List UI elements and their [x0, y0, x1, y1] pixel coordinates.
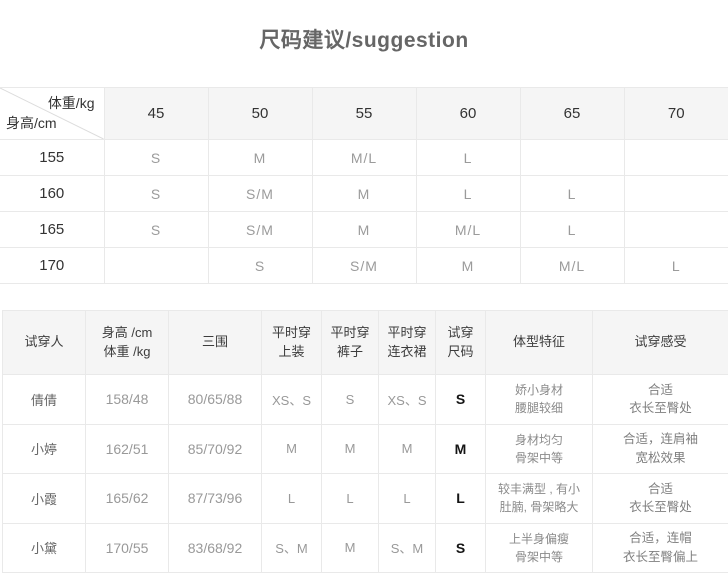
fit-header-usual-dress: 平时穿 连衣裙 [378, 310, 436, 375]
usual-top-cell: M [261, 423, 322, 474]
height-weight-cell: 162/51 [85, 423, 169, 474]
height-row-header: 165 [0, 211, 105, 248]
usual-pants-cell: L [321, 473, 379, 524]
fit-table-row: 小黛 170/55 83/68/92 S、M M S、M S 上半身偏瘦 骨架中… [2, 522, 728, 573]
size-cell: S/M [311, 247, 417, 284]
height-row-header: 155 [0, 139, 105, 176]
fit-header-body-type: 体型特征 [485, 310, 593, 375]
usual-dress-cell: XS、S [378, 374, 436, 425]
size-cell: L [415, 139, 521, 176]
corner-header-cell: 体重/kg 身高/cm [0, 87, 105, 140]
usual-dress-cell: S、M [378, 522, 436, 573]
weight-header-cell: 70 [623, 87, 728, 140]
height-row-header: 170 [0, 247, 105, 284]
weight-header-cell: 45 [103, 87, 209, 140]
fitter-name-cell: 倩倩 [2, 374, 86, 425]
fitter-name-cell: 小黛 [2, 522, 86, 573]
measurements-cell: 85/70/92 [168, 423, 262, 474]
page-title: 尺码建议/suggestion [259, 29, 469, 52]
size-cell: M [311, 211, 417, 248]
size-table-row: 155 S M M/L L [0, 139, 728, 176]
feedback-cell: 合适 衣长至臀处 [592, 473, 728, 524]
fit-table-header-row: 试穿人 身高 /cm 体重 /kg 三围 平时穿 上装 平时穿 裤子 平时穿 连… [2, 310, 728, 375]
fitter-name-cell: 小婷 [2, 423, 86, 474]
fit-table-row: 倩倩 158/48 80/65/88 XS、S S XS、S S 娇小身材 腰腿… [2, 374, 728, 425]
size-cell: S [103, 175, 209, 212]
usual-pants-cell: S [321, 374, 379, 425]
usual-pants-cell: M [321, 522, 379, 573]
body-type-cell: 较丰满型 , 有小 肚腩, 骨架略大 [485, 473, 593, 524]
fit-header-measurements: 三围 [168, 310, 262, 375]
fitter-name-cell: 小霞 [2, 473, 86, 524]
height-row-header: 160 [0, 175, 105, 212]
size-table-row: 160 S S/M M L L [0, 175, 728, 212]
size-cell: L [519, 175, 625, 212]
size-cell [623, 175, 728, 212]
weight-header-cell: 60 [415, 87, 521, 140]
size-cell: M/L [415, 211, 521, 248]
usual-top-cell: XS、S [261, 374, 322, 425]
size-cell: M/L [519, 247, 625, 284]
weight-axis-label: 体重/kg [47, 95, 95, 111]
body-type-cell: 娇小身材 腰腿较细 [485, 374, 593, 425]
height-axis-label: 身高/cm [6, 115, 57, 131]
body-type-cell: 身材均匀 骨架中等 [485, 423, 593, 474]
usual-top-cell: S、M [261, 522, 322, 573]
measurements-cell: 87/73/96 [168, 473, 262, 524]
size-cell: L [415, 175, 521, 212]
size-cell [623, 211, 728, 248]
size-cell [103, 247, 209, 284]
feedback-cell: 合适，连肩袖 宽松效果 [592, 423, 728, 474]
fit-header-fitted-size: 试穿 尺码 [435, 310, 486, 375]
fit-header-usual-pants: 平时穿 裤子 [321, 310, 379, 375]
fit-header-height-weight: 身高 /cm 体重 /kg [85, 310, 169, 375]
size-cell: L [623, 247, 728, 284]
size-cell: S [103, 139, 209, 176]
height-weight-cell: 158/48 [85, 374, 169, 425]
fit-header-feedback: 试穿感受 [592, 310, 728, 375]
fitted-size-cell: M [435, 423, 486, 474]
height-weight-cell: 170/55 [85, 522, 169, 573]
measurements-cell: 80/65/88 [168, 374, 262, 425]
size-table-header-row: 体重/kg 身高/cm 45 50 55 60 65 70 [0, 87, 728, 140]
size-cell: S/M [207, 211, 313, 248]
usual-dress-cell: L [378, 473, 436, 524]
usual-top-cell: L [261, 473, 322, 524]
fitted-size-cell: S [435, 522, 486, 573]
fit-table-row: 小霞 165/62 87/73/96 L L L L 较丰满型 , 有小 肚腩,… [2, 473, 728, 524]
size-cell [623, 139, 728, 176]
feedback-cell: 合适 衣长至臀处 [592, 374, 728, 425]
size-cell: S [207, 247, 313, 284]
size-cell: M/L [311, 139, 417, 176]
weight-header-cell: 65 [519, 87, 625, 140]
feedback-cell: 合适，连帽 衣长至臀偏上 [592, 522, 728, 573]
height-weight-cell: 165/62 [85, 473, 169, 524]
fitted-size-cell: L [435, 473, 486, 524]
weight-header-cell: 55 [311, 87, 417, 140]
fit-table-row: 小婷 162/51 85/70/92 M M M M 身材均匀 骨架中等 合适，… [2, 423, 728, 474]
size-table-row: 165 S S/M M M/L L [0, 211, 728, 248]
fit-header-person: 试穿人 [2, 310, 86, 375]
measurements-cell: 83/68/92 [168, 522, 262, 573]
diagonal-divider-icon [0, 88, 104, 139]
size-cell: M [415, 247, 521, 284]
size-cell [519, 139, 625, 176]
size-cell: L [519, 211, 625, 248]
body-type-cell: 上半身偏瘦 骨架中等 [485, 522, 593, 573]
size-recommendation-table: 体重/kg 身高/cm 45 50 55 60 65 70 155 S M M/… [0, 87, 728, 284]
fit-header-usual-top: 平时穿 上装 [261, 310, 322, 375]
usual-pants-cell: M [321, 423, 379, 474]
size-cell: S [103, 211, 209, 248]
usual-dress-cell: M [378, 423, 436, 474]
size-table-row: 170 S S/M M M/L L [0, 247, 728, 284]
size-cell: M [207, 139, 313, 176]
fitting-models-table: 试穿人 身高 /cm 体重 /kg 三围 平时穿 上装 平时穿 裤子 平时穿 连… [2, 310, 728, 573]
size-cell: S/M [207, 175, 313, 212]
size-cell: M [311, 175, 417, 212]
weight-header-cell: 50 [207, 87, 313, 140]
fitted-size-cell: S [435, 374, 486, 425]
